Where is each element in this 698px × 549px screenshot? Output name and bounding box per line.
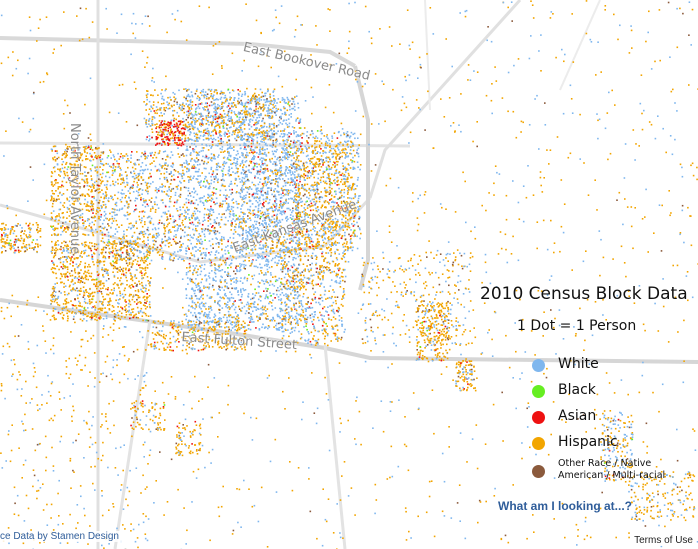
legend-subtitle: 1 Dot = 1 Person bbox=[517, 318, 637, 334]
legend-swatch-black bbox=[532, 385, 545, 398]
road-southwest bbox=[113, 319, 152, 549]
legend-label-other: Other Race / Native American / Multi-rac… bbox=[558, 458, 666, 481]
street-label-taylor: North Taylor Avenue bbox=[67, 123, 82, 255]
legend-swatch-white bbox=[532, 359, 545, 372]
map-attribution[interactable]: ce Data by Stamen Design bbox=[0, 531, 122, 542]
road-east-bookover bbox=[0, 36, 356, 68]
road-highway bbox=[353, 65, 370, 291]
legend-swatch-asian bbox=[532, 411, 545, 424]
terms-of-use-link[interactable]: Terms of Use bbox=[631, 535, 696, 546]
legend-swatch-other bbox=[532, 465, 545, 478]
road-shields bbox=[0, 141, 411, 148]
road-south bbox=[323, 344, 347, 549]
road-kansas-west bbox=[0, 196, 372, 264]
road-minor-ne bbox=[559, 0, 601, 91]
legend-label-asian: Asian bbox=[558, 408, 597, 424]
legend-label-hispanic: Hispanic bbox=[558, 434, 618, 450]
legend-label-white: White bbox=[558, 356, 599, 372]
map-legend: 2010 Census Block Data 1 Dot = 1 Person … bbox=[470, 276, 688, 526]
legend-title: 2010 Census Block Data bbox=[480, 284, 688, 304]
road-northeast bbox=[368, 0, 522, 199]
legend-label-black: Black bbox=[558, 382, 596, 398]
legend-swatch-hispanic bbox=[532, 437, 545, 450]
what-am-i-looking-at-link[interactable]: What am I looking at...? bbox=[498, 499, 633, 513]
road-minor-north bbox=[424, 0, 431, 111]
